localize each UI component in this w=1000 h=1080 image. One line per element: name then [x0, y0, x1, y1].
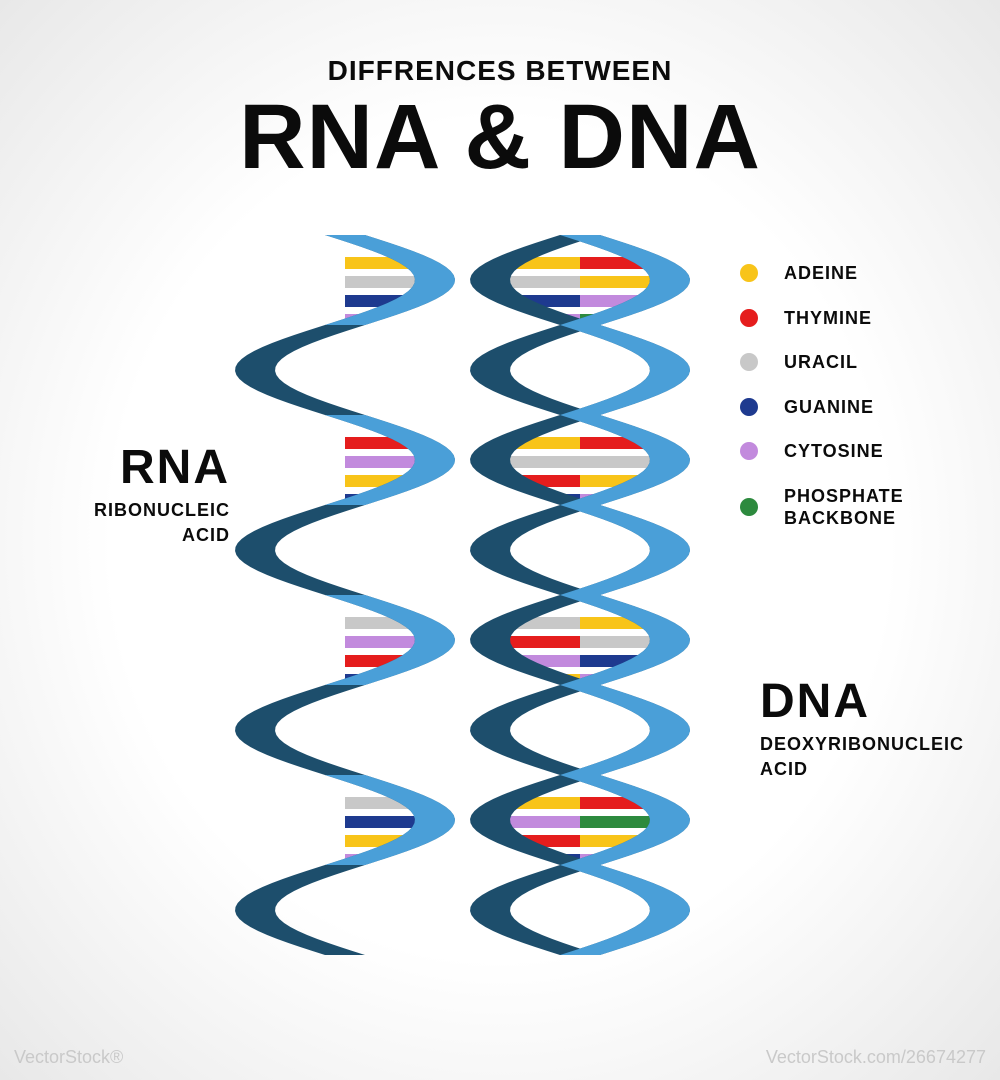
- legend-dot: [740, 264, 758, 282]
- legend: ADEINE THYMINE URACIL GUANINE CYTOSINE PHOSPH…: [740, 262, 944, 552]
- legend-dot: [740, 398, 758, 416]
- title-line1: DIFFRENCES BETWEEN: [0, 55, 1000, 87]
- legend-label: GUANINE: [784, 396, 874, 419]
- infographic-canvas: DIFFRENCES BETWEEN RNA & DNA ADEINE THYMI…: [0, 0, 1000, 1000]
- legend-dot: [740, 309, 758, 327]
- dna-label-block: DNA DEOXYRIBONUCLEIC ACID: [760, 678, 980, 782]
- legend-dot: [740, 498, 758, 516]
- legend-item: PHOSPHATE BACKBONE: [740, 485, 944, 530]
- legend-item: CYTOSINE: [740, 440, 944, 463]
- rna-subheading: RIBONUCLEIC ACID: [60, 498, 230, 548]
- title-line2: RNA & DNA: [0, 91, 1000, 183]
- dna-heading: DNA: [760, 678, 980, 726]
- title-block: DIFFRENCES BETWEEN RNA & DNA: [0, 55, 1000, 183]
- dna-subheading: DEOXYRIBONUCLEIC ACID: [760, 732, 980, 782]
- legend-dot: [740, 353, 758, 371]
- legend-label: CYTOSINE: [784, 440, 884, 463]
- legend-label: URACIL: [784, 351, 858, 374]
- legend-label: THYMINE: [784, 307, 872, 330]
- legend-dot: [740, 442, 758, 460]
- legend-item: URACIL: [740, 351, 944, 374]
- watermark-left: VectorStock®: [14, 1047, 123, 1068]
- rna-label-block: RNA RIBONUCLEIC ACID: [60, 444, 230, 548]
- legend-label: ADEINE: [784, 262, 858, 285]
- legend-item: ADEINE: [740, 262, 944, 285]
- legend-item: GUANINE: [740, 396, 944, 419]
- watermark-right: VectorStock.com/26674277: [766, 1047, 986, 1068]
- legend-label: PHOSPHATE BACKBONE: [784, 485, 944, 530]
- legend-item: THYMINE: [740, 307, 944, 330]
- rna-heading: RNA: [60, 444, 230, 492]
